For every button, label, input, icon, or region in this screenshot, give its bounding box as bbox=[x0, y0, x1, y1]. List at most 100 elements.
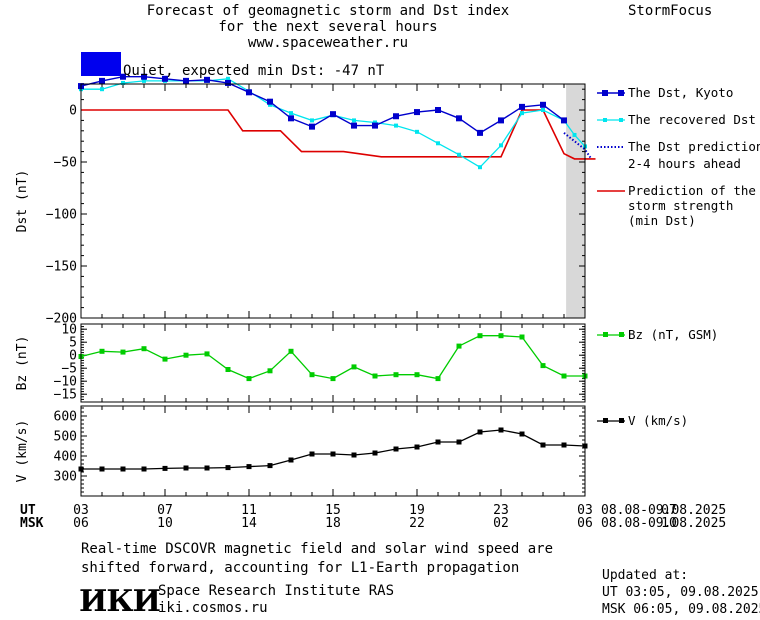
dst-kyoto-point bbox=[519, 103, 525, 110]
dst-recovered-point bbox=[499, 143, 503, 148]
bz-ytick-label: 0 bbox=[69, 349, 77, 364]
legend-dst-prediction-label-1: The Dst prediction bbox=[628, 139, 760, 154]
legend-dst-kyoto-label: The Dst, Kyoto bbox=[628, 85, 734, 100]
v-point bbox=[456, 439, 462, 445]
v-point bbox=[372, 450, 378, 456]
bz-point bbox=[456, 343, 462, 349]
v-frame bbox=[80, 405, 586, 497]
legend-storm-label-3: (min Dst) bbox=[628, 213, 696, 228]
bz-point bbox=[561, 373, 567, 379]
dst-ytick-label: −150 bbox=[46, 260, 77, 275]
dst-recovered-point bbox=[457, 152, 461, 157]
legend-dst-kyoto-marker bbox=[602, 90, 608, 96]
dst-ytick-label: −100 bbox=[46, 208, 77, 223]
ut-tick-label: 07 bbox=[157, 503, 173, 518]
v-point bbox=[393, 446, 399, 452]
dst-recovered-point bbox=[520, 111, 524, 116]
v-ytick-label: 600 bbox=[54, 410, 77, 425]
ut-tick-label: 03 bbox=[73, 503, 89, 518]
legend-v-label: V (km/s) bbox=[628, 413, 689, 428]
dst-recovered-point bbox=[478, 165, 482, 170]
dst-ytick-label: −200 bbox=[46, 312, 77, 327]
dst-recovered-point bbox=[289, 111, 293, 116]
status-text: Quiet, expected min Dst: -47 nT bbox=[123, 63, 385, 79]
time-axis: 03 07 11 15 19 23 03 07 06 10 14 18 22 02 06 10 bbox=[73, 503, 677, 531]
dst-kyoto-point bbox=[477, 129, 483, 136]
bz-ylabel: Bz (nT) bbox=[15, 336, 30, 391]
status-swatch bbox=[81, 52, 121, 76]
dst-recovered-point bbox=[373, 120, 377, 125]
bz-ytick-label: −15 bbox=[54, 388, 77, 403]
legend-storm-label-2: storm strength bbox=[628, 198, 734, 213]
dst-panel: PREDICTION 0 −50 −100 −150 −200 Dst (nT) bbox=[15, 73, 596, 327]
bz-point bbox=[183, 352, 189, 358]
storm-strength-line bbox=[81, 109, 596, 160]
msk-tick-label: 14 bbox=[241, 516, 257, 531]
dst-frame bbox=[80, 83, 586, 319]
dst-kyoto-point bbox=[414, 109, 420, 116]
bz-point bbox=[519, 334, 525, 340]
v-point bbox=[267, 463, 273, 469]
legend-dst-recovered-label: The recovered Dst bbox=[628, 112, 756, 127]
ut-tick-label: 23 bbox=[493, 503, 509, 518]
v-point bbox=[519, 431, 525, 437]
v-point bbox=[183, 465, 189, 471]
dst-kyoto-point bbox=[267, 98, 273, 105]
dst-kyoto-point bbox=[141, 73, 147, 80]
v-point bbox=[498, 427, 504, 433]
dst-recovered-point bbox=[268, 102, 272, 107]
dst-kyoto-point bbox=[120, 73, 126, 80]
dst-kyoto-point bbox=[183, 77, 189, 84]
title-line-1: Forecast of geomagnetic storm and Dst in… bbox=[146, 3, 510, 19]
bz-point bbox=[162, 356, 168, 362]
v-point bbox=[141, 466, 147, 472]
title-line-2: for the next several hours bbox=[218, 19, 438, 35]
legend-dst-recovered-marker bbox=[603, 118, 607, 122]
updated-title: Updated at: bbox=[602, 568, 689, 583]
msk-tick-label: 10 bbox=[157, 516, 173, 531]
dst-recovered-point bbox=[352, 118, 356, 123]
legend-dst-prediction-label-2: 2-4 hours ahead bbox=[628, 156, 741, 171]
dst-kyoto-point bbox=[498, 117, 504, 124]
dst-kyoto-point bbox=[561, 117, 567, 124]
ut-axis-label: UT bbox=[20, 503, 36, 518]
bz-point bbox=[435, 376, 441, 382]
v-ytick-label: 400 bbox=[54, 450, 77, 465]
dst-ytick-label: −50 bbox=[54, 156, 77, 171]
dst-kyoto-point bbox=[288, 115, 294, 122]
msk-date-range: 08.08-09.08.2025 bbox=[601, 516, 727, 531]
v-point bbox=[162, 465, 168, 471]
v-point bbox=[225, 465, 231, 471]
bz-point bbox=[498, 333, 504, 339]
dst-kyoto-point bbox=[351, 122, 357, 129]
dst-kyoto-point bbox=[225, 79, 231, 86]
bz-point bbox=[414, 372, 420, 378]
v-point bbox=[414, 444, 420, 450]
msk-tick-label: 10 bbox=[661, 516, 677, 531]
dst-recovered-point bbox=[121, 80, 125, 85]
bz-point bbox=[393, 372, 399, 378]
dst-kyoto-point bbox=[204, 76, 210, 83]
v-panel: 600 500 400 300 V (km/s) bbox=[15, 405, 588, 497]
prediction-shade bbox=[566, 84, 585, 318]
dst-kyoto-point bbox=[372, 122, 378, 129]
bz-point bbox=[540, 363, 546, 369]
bz-point bbox=[225, 367, 231, 372]
legend-bz-marker bbox=[619, 332, 624, 337]
dst-kyoto-point bbox=[540, 101, 546, 108]
msk-axis-label: MSK bbox=[20, 516, 44, 531]
v-ytick-label: 300 bbox=[54, 470, 77, 485]
bz-point bbox=[477, 333, 483, 339]
dst-recovered-point bbox=[226, 76, 230, 81]
institute-site[interactable]: iki.cosmos.ru bbox=[158, 600, 268, 616]
bz-line bbox=[80, 335, 585, 380]
legend-storm-label-1: Prediction of the bbox=[628, 183, 756, 198]
dst-recovered-line bbox=[81, 78, 586, 169]
updated-msk: MSK 06:05, 09.08.2025 bbox=[602, 602, 760, 617]
dst-ylabel: Dst (nT) bbox=[15, 170, 30, 233]
legend-bz-label: Bz (nT, GSM) bbox=[628, 327, 719, 342]
v-point bbox=[99, 466, 105, 472]
bz-point bbox=[288, 348, 294, 354]
